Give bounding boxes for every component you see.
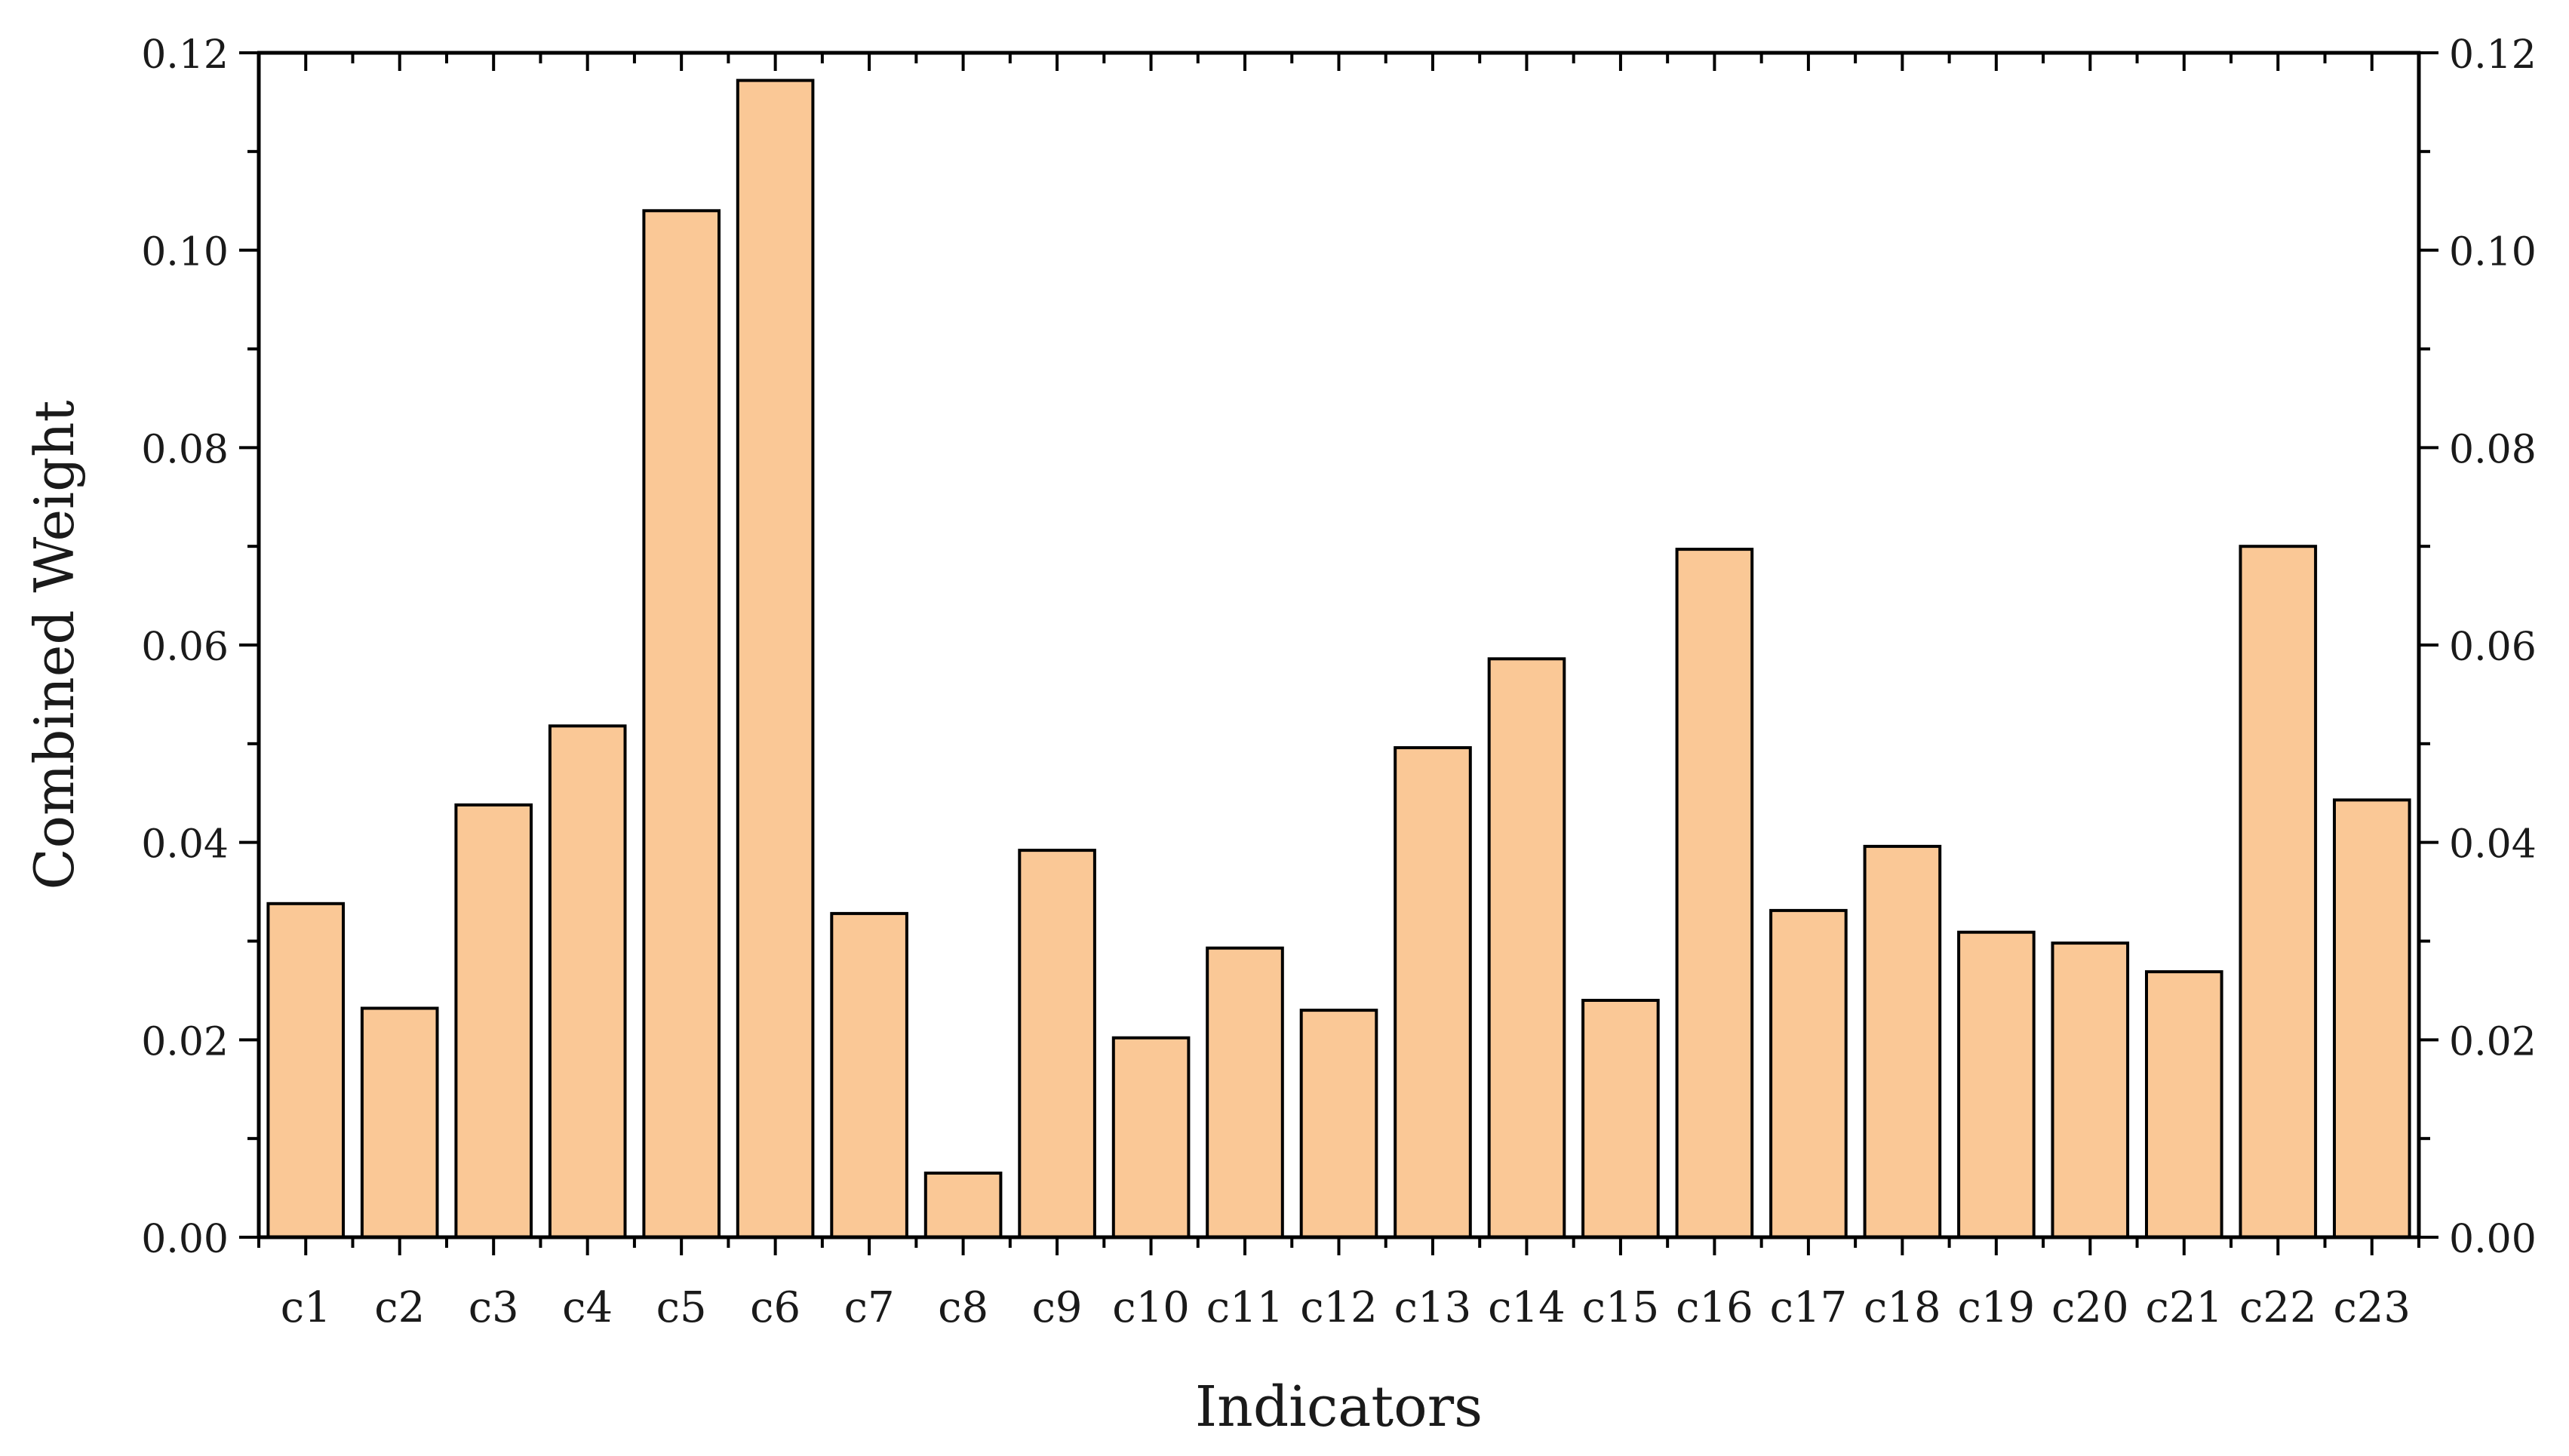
tick-marks — [239, 51, 2438, 1255]
bar-c22 — [2239, 545, 2318, 1239]
bar-c4 — [548, 724, 627, 1239]
x-tick-label-c2: c2 — [374, 1283, 425, 1332]
x-tick-label-c15: c15 — [1582, 1283, 1660, 1332]
y-right-tick-label: 0.04 — [2449, 822, 2537, 868]
y-right-tick-label: 0.00 — [2449, 1217, 2537, 1262]
y-right-tick-label: 0.02 — [2449, 1019, 2537, 1064]
bar-c3 — [454, 803, 533, 1239]
x-tick-label-c19: c19 — [1958, 1283, 2036, 1332]
y-left-tick-label: 0.04 — [141, 822, 229, 868]
x-tick-label-c21: c21 — [2145, 1283, 2223, 1332]
x-tick-label-c20: c20 — [2051, 1283, 2129, 1332]
y-right-tick-label: 0.12 — [2449, 32, 2537, 78]
y-left-tick-label: 0.08 — [141, 427, 229, 472]
y-left-tick-label: 0.12 — [141, 32, 229, 78]
y-left-tick-label: 0.10 — [141, 230, 229, 275]
bar-c1 — [266, 902, 345, 1239]
x-tick-label-c12: c12 — [1300, 1283, 1378, 1332]
bar-c20 — [2051, 941, 2130, 1239]
bar-c23 — [2333, 798, 2411, 1239]
bar-c15 — [1581, 999, 1660, 1239]
bar-c7 — [830, 911, 908, 1239]
bar-c21 — [2145, 970, 2223, 1239]
x-tick-label-c5: c5 — [656, 1283, 707, 1332]
bar-c19 — [1957, 930, 2036, 1239]
x-tick-label-c9: c9 — [1032, 1283, 1083, 1332]
bar-c16 — [1675, 548, 1754, 1239]
x-tick-label-c11: c11 — [1206, 1283, 1284, 1332]
bar-c10 — [1111, 1036, 1191, 1239]
y-right-tick-label: 0.08 — [2449, 427, 2537, 472]
x-tick-label-c13: c13 — [1394, 1283, 1472, 1332]
bar-c2 — [360, 1006, 439, 1239]
x-tick-label-c3: c3 — [469, 1283, 519, 1332]
bar-c17 — [1769, 908, 1848, 1239]
y-left-tick-label: 0.00 — [141, 1217, 229, 1262]
tick-labels: 0.00 0.00 0.02 0.02 0.04 0.04 0.06 0.06 0.08 0.08… — [141, 32, 2537, 1332]
bar-series — [266, 78, 2411, 1239]
bar-c9 — [1018, 849, 1096, 1239]
x-tick-label-c22: c22 — [2239, 1283, 2317, 1332]
x-tick-label-c1: c1 — [281, 1283, 331, 1332]
bar-c11 — [1206, 946, 1284, 1239]
bar-c12 — [1299, 1009, 1378, 1239]
bar-c8 — [923, 1172, 1003, 1239]
x-tick-label-c8: c8 — [938, 1283, 988, 1332]
bar-c18 — [1863, 844, 1942, 1239]
bar-c5 — [642, 209, 721, 1239]
bar-c14 — [1487, 657, 1566, 1239]
y-right-tick-label: 0.10 — [2449, 230, 2537, 275]
x-tick-label-c4: c4 — [562, 1283, 613, 1332]
x-tick-label-c16: c16 — [1676, 1283, 1753, 1332]
x-tick-label-c10: c10 — [1112, 1283, 1190, 1332]
y-left-tick-label: 0.06 — [141, 625, 229, 670]
y-left-tick-label: 0.02 — [141, 1019, 229, 1064]
x-tick-label-c14: c14 — [1488, 1283, 1566, 1332]
x-tick-label-c23: c23 — [2333, 1283, 2411, 1332]
x-tick-label-c7: c7 — [844, 1283, 895, 1332]
x-tick-label-c17: c17 — [1770, 1283, 1848, 1332]
y-right-tick-label: 0.06 — [2449, 625, 2537, 670]
bar-c13 — [1394, 746, 1472, 1239]
x-tick-label-c6: c6 — [750, 1283, 801, 1332]
bar-c6 — [736, 78, 815, 1239]
x-axis-title: Indicators — [1195, 1375, 1483, 1439]
x-tick-label-c18: c18 — [1864, 1283, 1941, 1332]
y-axis-title: Combined Weight — [23, 400, 86, 889]
